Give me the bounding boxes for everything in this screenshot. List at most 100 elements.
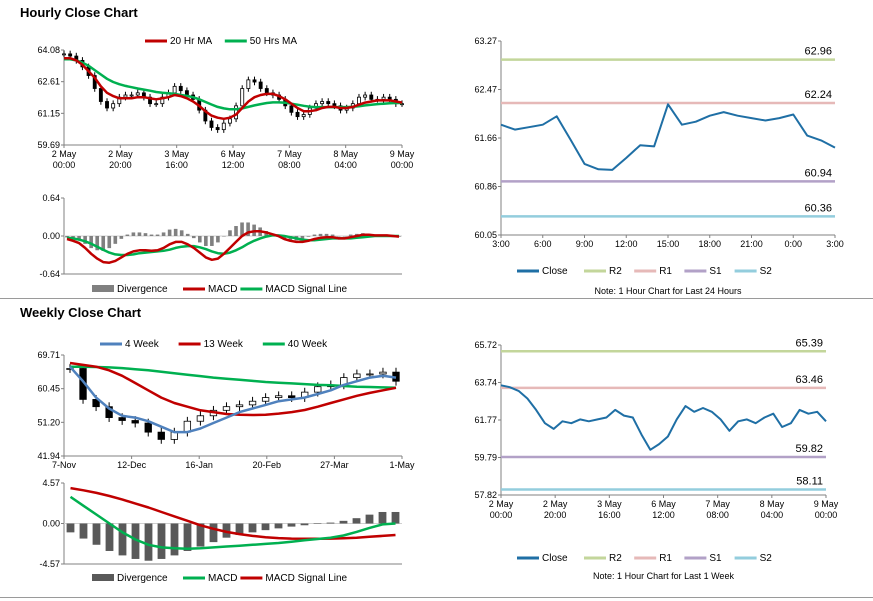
hourly-price-candle-body — [258, 81, 263, 89]
hourly-price-candle-body — [68, 53, 73, 57]
hourly-price-x-tick-label: 3 May — [164, 149, 189, 159]
weekly-price-x-tick-label: 12-Dec — [117, 460, 147, 470]
hourly-macd-divergence-bar — [210, 236, 214, 246]
hourly-24h-legend-label: Close — [542, 266, 568, 277]
hourly-24h-x-tick-label: 3:00 — [492, 239, 510, 249]
weekly-macd-divergence-bar — [157, 523, 166, 559]
weekly-price-x-tick-label: 20-Feb — [253, 460, 282, 470]
hourly-price-candle-body — [332, 103, 337, 107]
weekly-macd-legend-label: Divergence — [117, 573, 168, 584]
weekly-13wk-line — [69, 361, 397, 417]
hourly-price-candle-body — [381, 96, 386, 100]
hourly-24h-legend-label: R1 — [659, 266, 672, 277]
weekly-price-candle-body — [288, 395, 296, 398]
weekly-1w-s1-label: 59.82 — [795, 443, 823, 455]
hourly-24h-y-tick-label: 60.05 — [474, 230, 497, 240]
hourly-macd-divergence-bar — [318, 233, 323, 236]
hourly-price-x-tick-label: 8 May — [333, 149, 358, 159]
weekly-1w-close-line — [500, 384, 827, 451]
weekly-price-candle-body — [248, 400, 257, 406]
hourly-price-y-tick-label: 64.08 — [37, 45, 60, 55]
weekly-price-y-tick-label: 60.45 — [37, 384, 60, 394]
hourly-24h-x-tick-label: 21:00 — [740, 239, 763, 249]
weekly-price-candle-body — [274, 395, 283, 398]
hourly-macd-divergence-bar — [191, 236, 196, 239]
weekly-1w-y-tick-label: 59.79 — [474, 453, 497, 463]
weekly-1w-legend-label: R1 — [659, 553, 672, 564]
hourly-price-y-tick-label: 61.15 — [37, 108, 60, 118]
weekly-price-x-tick-label: 1-May — [389, 460, 415, 470]
weekly-macd-divergence-bar — [144, 523, 153, 561]
weekly-macd-divergence-bar — [313, 523, 322, 524]
weekly-price-y-tick-label: 41.94 — [37, 451, 60, 461]
hourly-price-x-tick-label: 04:00 — [334, 160, 357, 170]
hourly-price-candle-body — [301, 114, 306, 118]
weekly-1w-x-tick-label: 08:00 — [706, 510, 729, 520]
hourly-price-candle-body — [357, 96, 361, 105]
hourly-price-candle-body — [111, 103, 116, 109]
weekly-macd-divergence-bar — [365, 514, 374, 524]
weekly-1w-x-tick-label: 3 May — [597, 499, 622, 509]
hourly-macd-divergence-bar — [222, 236, 226, 237]
hourly-macd-divergence-bar — [161, 232, 166, 236]
weekly-macd-divergence-bar — [92, 523, 101, 545]
hourly-macd-divergence-bar — [185, 233, 190, 236]
hourly-24h-x-tick-label: 3:00 — [826, 239, 844, 249]
weekly-1w-legend-label: S2 — [760, 553, 773, 564]
weekly-macd-divergence-bar — [79, 523, 88, 539]
hourly-24h-s2-label: 60.36 — [804, 202, 832, 214]
hourly-price-x-tick-label: 9 May — [390, 149, 415, 159]
hourly-price-candle-body — [123, 94, 128, 98]
hourly-price-candle-body — [326, 101, 331, 105]
hourly-24h-legend-label: S1 — [709, 266, 722, 277]
weekly-price-y-tick-label: 69.71 — [37, 350, 60, 360]
hourly-24h-r2-label: 62.96 — [804, 46, 832, 58]
weekly-1w-x-tick-label: 00:00 — [815, 510, 838, 520]
weekly-1w-x-tick-label: 2 May — [543, 499, 568, 509]
hourly-24h-x-tick-label: 12:00 — [615, 239, 638, 249]
weekly-price-x-tick-label: 7-Nov — [52, 460, 77, 470]
weekly-macd-legend-label: MACD — [208, 573, 237, 584]
weekly-macd-divergence-bar — [339, 520, 348, 524]
weekly-macd-divergence-bar — [352, 518, 361, 524]
weekly-price-candle-body — [261, 397, 270, 402]
weekly-macd-divergence-bar — [222, 523, 231, 538]
hourly-macd-divergence-bar — [306, 236, 311, 237]
hourly-macd-divergence-bar — [95, 236, 100, 251]
hourly-price-x-tick-label: 2 May — [52, 149, 77, 159]
hourly-macd-divergence-bar — [125, 234, 130, 236]
hourly-price-x-tick-label: 08:00 — [278, 160, 301, 170]
hourly-macd-divergence-bar — [179, 230, 184, 236]
weekly-macd-divergence-bar — [209, 523, 218, 543]
hourly-macd-divergence-bar — [342, 236, 347, 237]
hourly-24h-close-line — [500, 103, 836, 171]
weekly-price-candle-body — [92, 399, 100, 408]
hourly-macd-divergence-bar — [101, 236, 106, 251]
hourly-macd-divergence-bar — [348, 234, 353, 236]
hourly-macd-legend-swatch — [92, 285, 114, 292]
hourly-macd-divergence-bar — [197, 236, 202, 243]
hourly-24h-x-tick-label: 6:00 — [534, 239, 552, 249]
hourly-macd-divergence-bar — [228, 230, 232, 236]
weekly-price-candle-body — [379, 371, 387, 375]
weekly-1w-s2-label: 58.11 — [796, 475, 823, 487]
hourly-macd-divergence-bar — [113, 236, 118, 244]
weekly-macd-y-tick-label: -4.57 — [39, 559, 60, 569]
hourly-price-candle-body — [215, 127, 220, 131]
hourly-24h-s1-label: 60.94 — [804, 167, 832, 179]
weekly-price-x-tick-label: 16-Jan — [185, 460, 213, 470]
weekly-macd-legend-label: MACD Signal Line — [265, 573, 347, 584]
weekly-1w-r2-label: 65.39 — [795, 337, 823, 349]
hourly-24h-y-tick-label: 63.27 — [474, 36, 497, 46]
weekly-macd-divergence-bar — [235, 523, 244, 536]
hourly-macd-divergence-bar — [83, 236, 87, 244]
weekly-macd-y-tick-label: 0.00 — [42, 519, 60, 529]
hourly-24h-note: Note: 1 Hour Chart for Last 24 Hours — [594, 286, 742, 296]
hourly-price-y-tick-label: 59.69 — [37, 140, 60, 150]
hourly-macd-divergence-bar — [77, 236, 81, 241]
weekly-price-x-tick-label: 27-Mar — [320, 460, 349, 470]
hourly-price-candle-body — [363, 94, 368, 98]
weekly-4wk-line — [69, 365, 397, 434]
hourly-price-x-tick-label: 20:00 — [109, 160, 132, 170]
